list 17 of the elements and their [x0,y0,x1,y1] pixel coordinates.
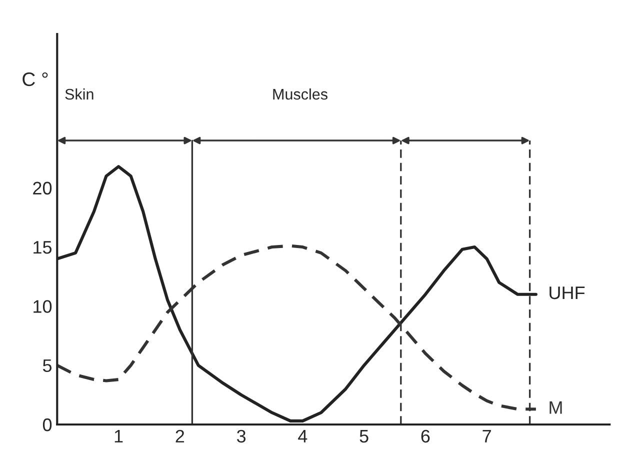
x-tick-label: 4 [298,430,308,442]
x-tick-label: 2 [176,430,184,442]
annotation: Skin [65,88,94,100]
x-tick-label: 1 [114,430,123,442]
y-tick-label: 10 [34,300,52,313]
y-tick-label: 5 [42,359,52,372]
x-tick-label: 6 [421,430,430,443]
x-tick-label: 3 [236,430,246,443]
series-label: M [550,401,562,414]
series-label: UHF [550,286,585,300]
x-tick-label: 5 [360,430,368,443]
y-tick-label: 20 [33,182,52,195]
y-axis-title: C ° [22,72,48,86]
x-tick-label: 7 [482,430,491,442]
annotation: Muscles [273,88,328,100]
y-tick-label: 15 [34,241,52,254]
y-tick-label: 0 [42,418,52,432]
